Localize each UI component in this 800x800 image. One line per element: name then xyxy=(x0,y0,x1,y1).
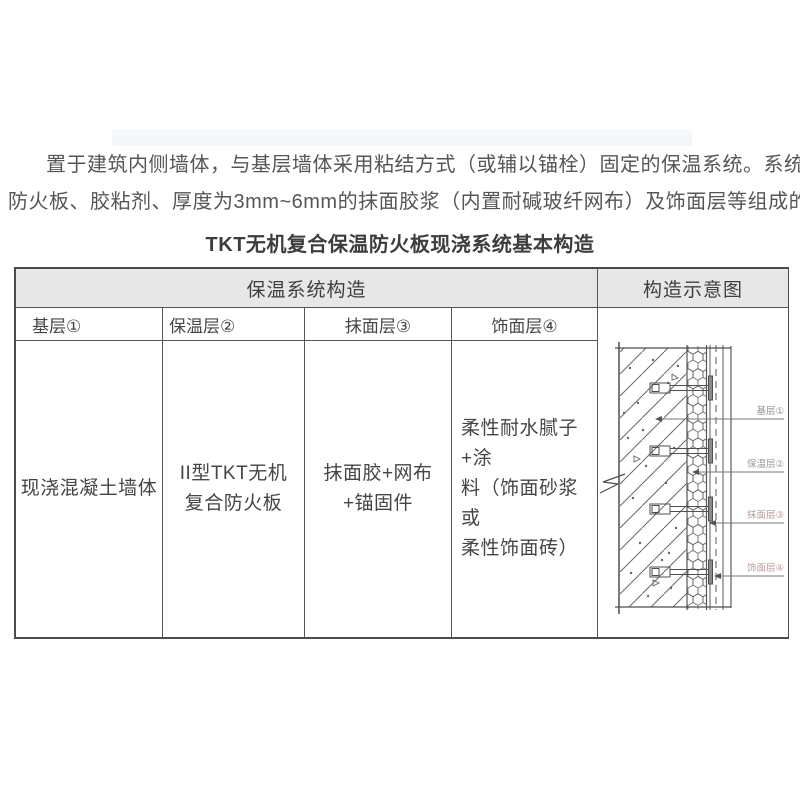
leader-markers xyxy=(655,416,721,579)
table-cell-finish-layer: 柔性耐水腻子+涂 料（饰面砂浆或 柔性饰面砖） xyxy=(452,341,598,637)
cell-text: II型TKT无机 xyxy=(179,463,288,484)
construction-diagram: 基层① 保温层② 抹面层③ 饰面层④ xyxy=(599,342,784,614)
diagram-column-header: 构造示意图 xyxy=(598,269,788,308)
cell-text: 复合防火板 xyxy=(184,493,283,514)
scan-artifact-band xyxy=(112,129,692,146)
table-cell-insulation-layer: II型TKT无机 复合防火板 xyxy=(163,341,305,637)
wall-outline xyxy=(615,342,731,614)
cell-text: 抹面胶+网布 xyxy=(323,463,433,484)
layer-label-finish: 饰面层④ xyxy=(747,562,784,574)
anchor-bolt xyxy=(649,438,713,464)
construction-diagram-cell: 基层① 保温层② 抹面层③ 饰面层④ xyxy=(598,308,788,637)
cell-text: 料（饰面砂浆或 xyxy=(461,478,579,529)
anchor-bolt xyxy=(649,496,713,522)
layer-label-insulation: 保温层② xyxy=(747,458,784,470)
cell-text: +锚固件 xyxy=(342,493,414,514)
table-cell-plaster-layer: 抹面胶+网布 +锚固件 xyxy=(305,341,452,637)
subheader-plaster-layer: 抹面层③ xyxy=(305,308,452,341)
anchor-bolt xyxy=(649,375,713,401)
layer-label-base: 基层① xyxy=(756,405,784,417)
insulation-system-table: 保温系统构造 构造示意图 基层① 保温层② 抹面层③ 饰面层④ 现浇混凝土墙体 … xyxy=(14,267,789,639)
cell-text: 现浇混凝土墙体 xyxy=(20,478,158,499)
surface-layer-lines xyxy=(709,345,732,610)
break-mark xyxy=(599,473,626,494)
intro-line: 置于建筑内侧墙体，与基层墙体采用粘结方式（或辅以锚栓）固定的保温系统。系统由TK… xyxy=(46,154,800,176)
layer-label-plaster: 抹面层③ xyxy=(747,509,784,521)
insulation-honeycomb xyxy=(686,345,708,610)
anchor-bolts xyxy=(649,375,713,585)
anchor-bolt xyxy=(649,559,713,585)
leader-lines xyxy=(660,418,784,577)
cell-text: 柔性耐水腻子+涂 xyxy=(461,418,579,469)
column-group-header: 保温系统构造 xyxy=(16,269,598,308)
cell-text: 柔性饰面砖） xyxy=(461,538,579,559)
table-cell-base-layer: 现浇混凝土墙体 xyxy=(16,341,163,637)
subheader-finish-layer: 饰面层④ xyxy=(452,308,598,341)
subheader-base-layer: 基层① xyxy=(16,308,163,341)
intro-line: 防火板、胶粘剂、厚度为3mm~6mm的抹面胶浆（内置耐碱玻纤网布）及饰面层等组成… xyxy=(8,191,800,213)
intro-paragraph: 置于建筑内侧墙体，与基层墙体采用粘结方式（或辅以锚栓）固定的保温系统。系统由TK… xyxy=(8,147,800,221)
subheader-insulation-layer: 保温层② xyxy=(163,308,305,341)
page-title: TKT无机复合保温防火板现浇系统基本构造 xyxy=(205,234,595,256)
